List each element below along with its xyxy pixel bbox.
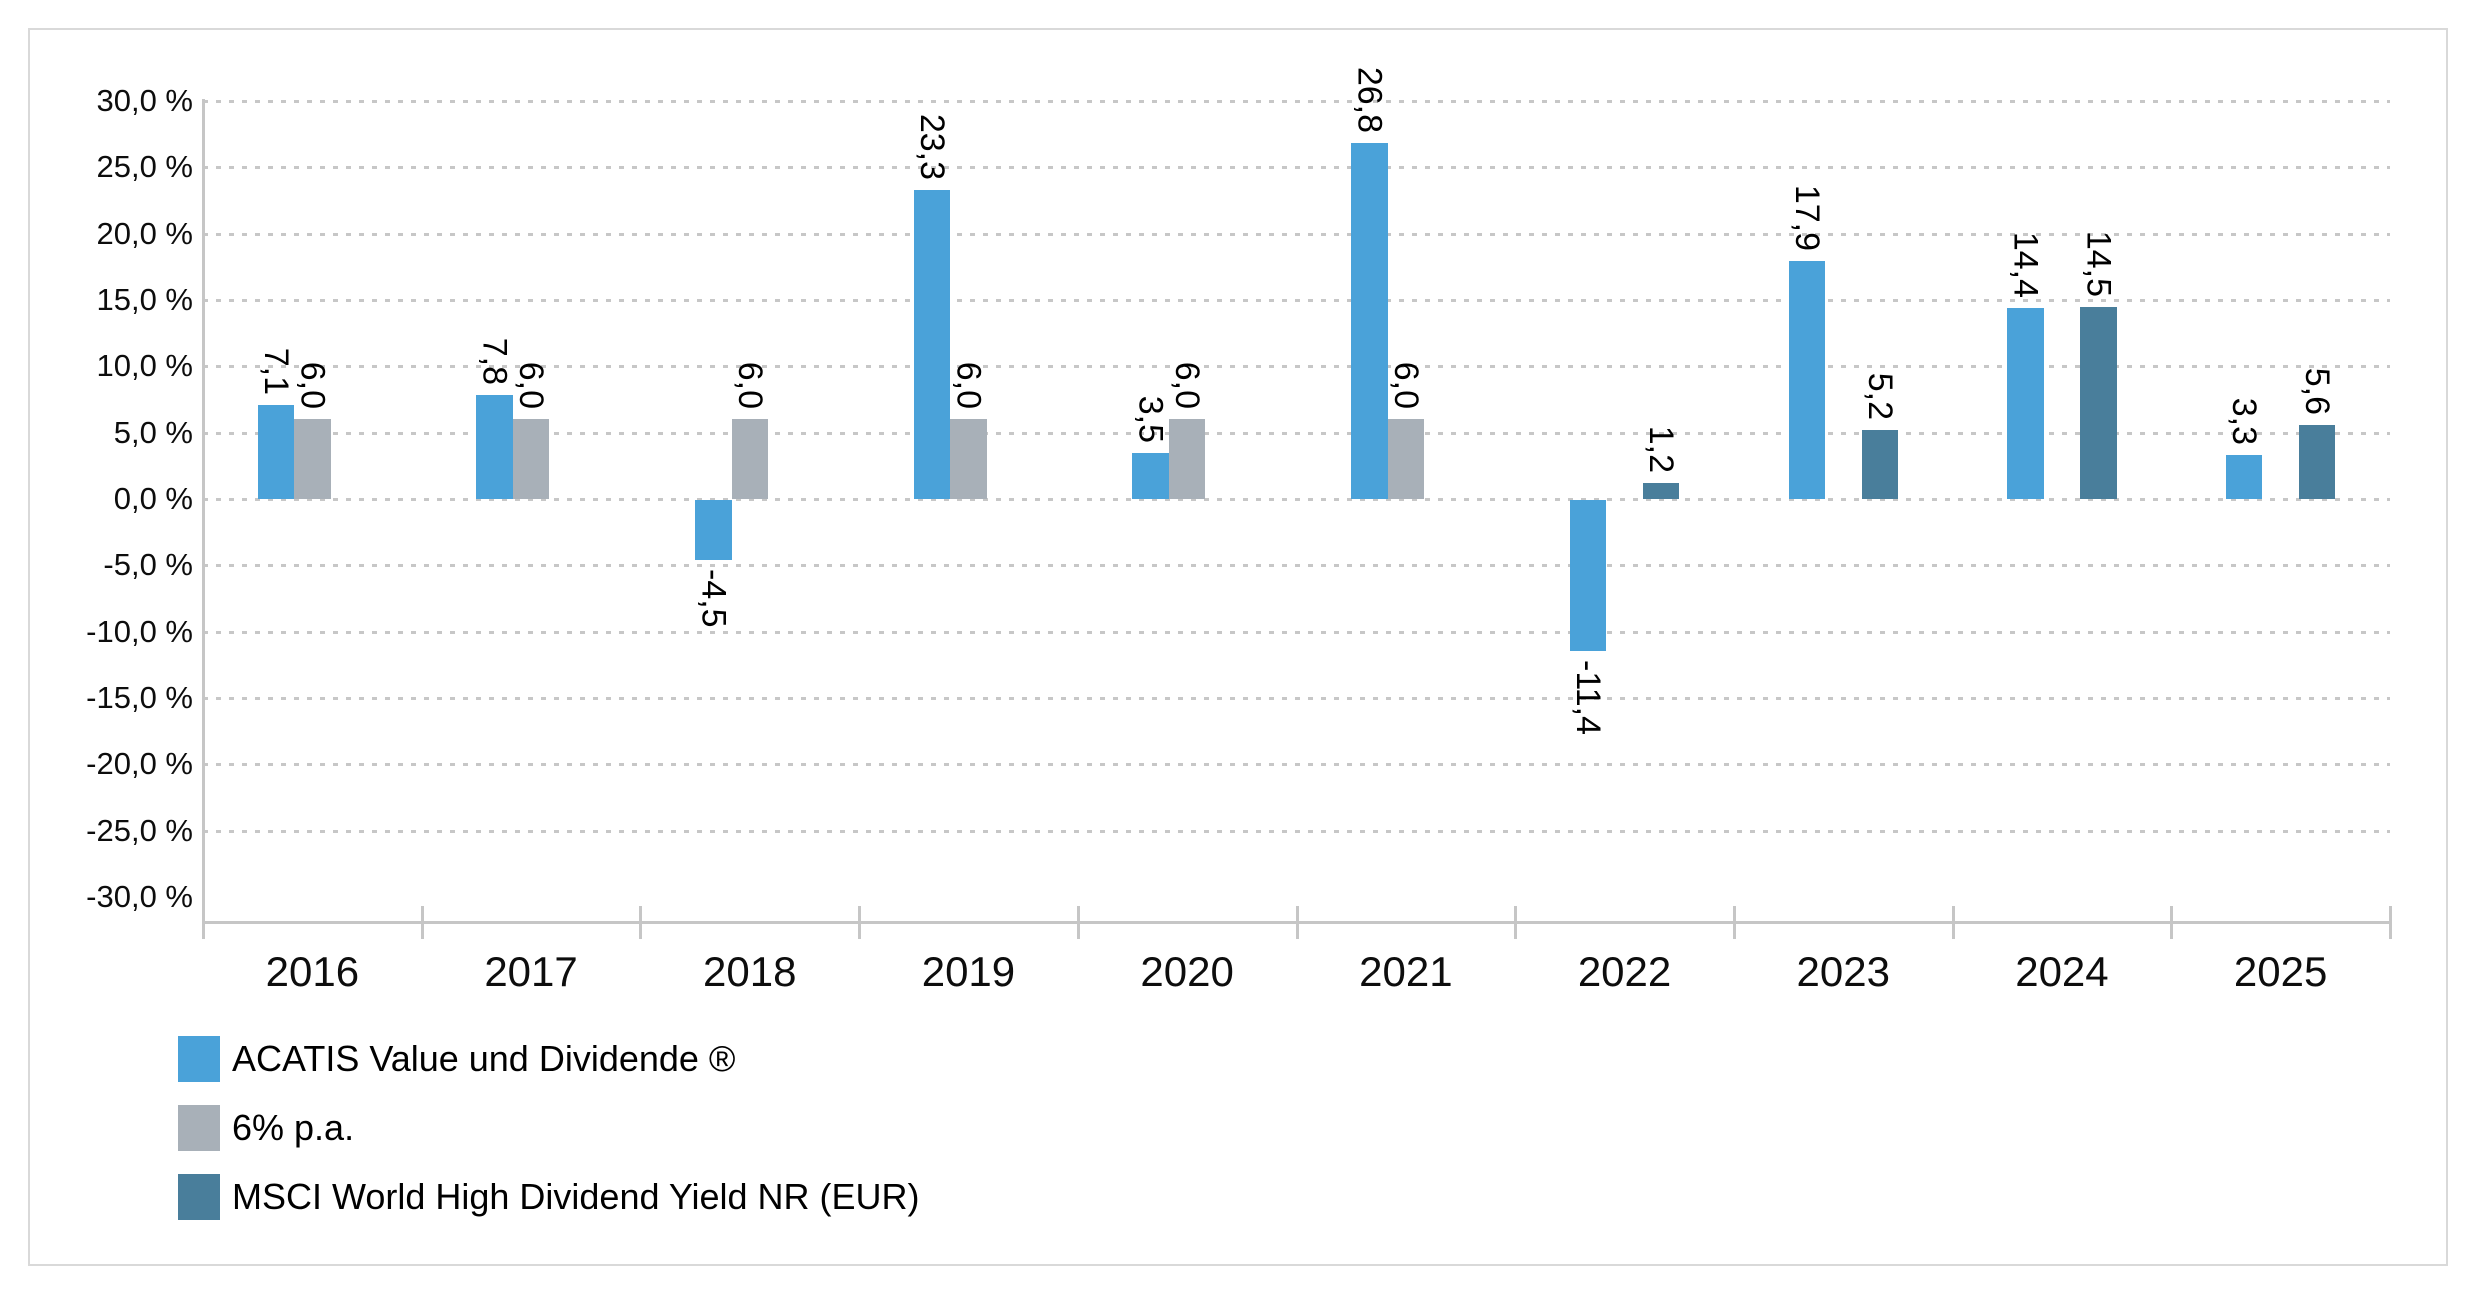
x-axis-tick-0 — [202, 906, 205, 939]
bar-2018-series1 — [731, 419, 768, 499]
gridline-30pct — [203, 99, 2390, 103]
x-axis-label-2025: 2025 — [2233, 948, 2328, 995]
x-axis-tick-1 — [420, 906, 424, 939]
x-axis-tick-6 — [1514, 906, 1518, 939]
y-axis-label--20: -20,0 % — [86, 746, 193, 782]
y-axis-label--10: -10,0 % — [86, 613, 193, 649]
x-axis-tick-3 — [858, 906, 862, 939]
y-axis-label--30: -30,0 % — [86, 879, 193, 915]
y-axis-label--25: -25,0 % — [86, 812, 193, 848]
bar-2025-series2 — [2298, 424, 2336, 499]
legend-label-msci: MSCI World High Dividend Yield NR (EUR) — [232, 1176, 920, 1217]
value-label-2024-series2: 14,5 — [2079, 230, 2118, 297]
bar-2019-series0 — [913, 189, 951, 499]
x-axis-tick-4 — [1076, 906, 1080, 939]
x-axis-label-2023: 2023 — [1796, 948, 1890, 995]
gridline-20pct — [203, 232, 2390, 236]
y-axis-label-5: 5,0 % — [113, 414, 193, 450]
value-label-2018-series1: 6,0 — [730, 362, 769, 410]
x-axis-label-2018: 2018 — [703, 948, 797, 995]
y-axis-label-0: 0,0 % — [113, 481, 193, 516]
bar-2024-series0 — [2007, 307, 2044, 499]
legend-swatch-msci — [178, 1174, 220, 1220]
y-axis-label-20: 20,0 % — [96, 215, 193, 251]
gridline--20pct — [203, 763, 2390, 767]
gridline-15pct — [203, 298, 2390, 302]
x-axis-label-2021: 2021 — [1359, 948, 1453, 995]
gridline--10pct — [203, 630, 2390, 634]
gridline--5pct — [203, 564, 2390, 568]
legend-swatch-acatis — [178, 1036, 220, 1082]
legend-swatch-6pct — [178, 1105, 220, 1151]
bar-2022-series0 — [1569, 500, 1607, 652]
x-axis-label-2022: 2022 — [1577, 948, 1672, 995]
y-axis-label-30: 30,0 % — [96, 82, 193, 118]
x-axis-label-2016: 2016 — [265, 948, 360, 995]
value-label-2022-series2: 1,2 — [1642, 425, 1681, 474]
gridline-0pct — [203, 498, 2390, 501]
value-label-2025-series2: 5,6 — [2298, 367, 2337, 415]
x-axis-label-2020: 2020 — [1140, 948, 1234, 995]
x-axis-tick-7 — [1732, 906, 1736, 939]
x-axis-tick-2 — [639, 906, 643, 939]
bar-2025-series0 — [2225, 455, 2263, 499]
bar-2016-series0 — [257, 404, 295, 499]
legend-label-acatis: ACATIS Value und Dividende ® — [232, 1038, 736, 1079]
bar-2020-series1 — [1168, 419, 1206, 499]
bar-2017-series0 — [476, 395, 513, 499]
x-axis-label-2019: 2019 — [921, 948, 1016, 995]
value-label-2022-series0: -11,4 — [1569, 660, 1608, 736]
y-axis-label--15: -15,0 % — [86, 680, 193, 716]
bar-2016-series1 — [294, 419, 331, 499]
value-label-2023-series0: 17,9 — [1787, 185, 1826, 252]
bar-2022-series2 — [1642, 483, 1680, 499]
x-axis-tick-9 — [2170, 906, 2174, 939]
bar-2024-series2 — [2080, 306, 2117, 499]
y-axis-label--5: -5,0 % — [103, 547, 193, 583]
value-label-2016-series1: 6,0 — [293, 362, 332, 410]
y-axis-label-10: 10,0 % — [96, 348, 193, 384]
gridline-10pct — [203, 365, 2390, 369]
value-label-2024-series0: 14,4 — [2006, 231, 2045, 298]
x-axis-tick-8 — [1951, 906, 1955, 939]
bar-2019-series1 — [950, 419, 987, 499]
value-label-2019-series1: 6,0 — [949, 362, 988, 410]
value-label-2017-series0: 7,8 — [475, 338, 514, 386]
legend-label-6pct: 6% p.a. — [232, 1107, 355, 1148]
bar-2021-series0 — [1351, 143, 1388, 499]
x-axis-label-2024: 2024 — [2015, 948, 2109, 995]
value-label-2019-series0: 23,3 — [912, 113, 951, 180]
y-axis-line — [202, 99, 205, 924]
gridline-5pct — [203, 431, 2390, 435]
gridline-25pct — [203, 166, 2390, 170]
value-label-2020-series1: 6,0 — [1168, 362, 1207, 410]
chart-frame — [28, 28, 2448, 1266]
bar-2017-series1 — [512, 419, 550, 499]
value-label-2023-series2: 5,2 — [1860, 372, 1899, 420]
y-axis-label-25: 25,0 % — [96, 149, 193, 185]
gridline--25pct — [203, 829, 2390, 833]
value-label-2020-series0: 3,5 — [1131, 395, 1170, 443]
x-axis-tick-5 — [1295, 906, 1299, 939]
bar-2018-series0 — [695, 500, 732, 560]
y-axis-label-15: 15,0 % — [96, 281, 193, 317]
bar-2023-series0 — [1788, 261, 1825, 499]
bar-2023-series2 — [1861, 429, 1898, 499]
bar-2020-series0 — [1132, 452, 1169, 499]
value-label-2017-series1: 6,0 — [512, 362, 551, 410]
x-axis-tick-10 — [2389, 906, 2392, 939]
x-axis-label-2017: 2017 — [484, 948, 578, 995]
value-label-2025-series0: 3,3 — [2225, 397, 2264, 446]
value-label-2021-series0: 26,8 — [1350, 67, 1389, 134]
bar-2021-series1 — [1387, 419, 1425, 499]
gridline--15pct — [203, 697, 2390, 701]
value-label-2018-series0: -4,5 — [694, 568, 733, 628]
value-label-2021-series1: 6,0 — [1386, 362, 1425, 410]
value-label-2016-series0: 7,1 — [256, 347, 295, 395]
